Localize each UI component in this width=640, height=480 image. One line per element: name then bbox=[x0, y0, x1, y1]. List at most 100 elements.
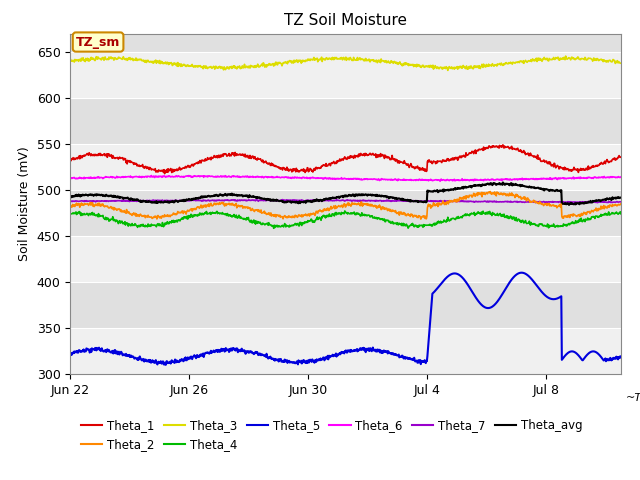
Bar bbox=[70, 190, 621, 236]
Theta_7 bbox=[290, 197, 298, 203]
Theta_5 bbox=[67, 350, 74, 356]
Theta_6 bbox=[617, 174, 625, 180]
Theta_5 bbox=[123, 353, 131, 359]
Line: Theta_5: Theta_5 bbox=[70, 273, 621, 365]
Theta_2 bbox=[67, 204, 74, 209]
Theta_7 bbox=[506, 199, 514, 205]
Theta_2 bbox=[289, 213, 297, 219]
Theta_2 bbox=[417, 216, 425, 222]
Line: Theta_3: Theta_3 bbox=[70, 56, 621, 71]
Theta_7 bbox=[123, 198, 131, 204]
Theta_3 bbox=[445, 64, 452, 70]
Title: TZ Soil Moisture: TZ Soil Moisture bbox=[284, 13, 407, 28]
Theta_1 bbox=[507, 144, 515, 150]
Theta_1 bbox=[161, 171, 168, 177]
Legend: Theta_1, Theta_2, Theta_3, Theta_4, Theta_5, Theta_6, Theta_7, Theta_avg: Theta_1, Theta_2, Theta_3, Theta_4, Thet… bbox=[76, 414, 587, 456]
Theta_1 bbox=[617, 154, 625, 160]
Line: Theta_7: Theta_7 bbox=[70, 200, 621, 203]
Theta_4 bbox=[445, 218, 453, 224]
Theta_6 bbox=[497, 177, 504, 183]
Theta_4 bbox=[617, 211, 625, 216]
Theta_5 bbox=[518, 270, 525, 276]
Line: Theta_4: Theta_4 bbox=[70, 211, 621, 228]
Theta_4 bbox=[497, 212, 504, 217]
Theta_6 bbox=[310, 175, 317, 181]
Line: Theta_6: Theta_6 bbox=[70, 176, 621, 181]
Theta_1 bbox=[67, 156, 74, 162]
Theta_avg bbox=[506, 181, 514, 187]
Theta_7 bbox=[445, 198, 452, 204]
Theta_2 bbox=[617, 201, 625, 207]
Y-axis label: Soil Moisture (mV): Soil Moisture (mV) bbox=[18, 146, 31, 262]
Theta_avg bbox=[289, 199, 297, 204]
Text: TZ_sm: TZ_sm bbox=[76, 36, 120, 48]
Line: Theta_avg: Theta_avg bbox=[70, 182, 621, 205]
Theta_4 bbox=[507, 213, 515, 219]
Theta_4 bbox=[67, 211, 74, 216]
Theta_6 bbox=[445, 178, 453, 183]
Theta_3 bbox=[67, 57, 74, 62]
Theta_5 bbox=[290, 360, 298, 365]
Bar bbox=[70, 98, 621, 144]
Theta_avg bbox=[499, 180, 507, 185]
Theta_3 bbox=[444, 68, 452, 73]
Theta_avg bbox=[123, 195, 131, 201]
Bar bbox=[70, 328, 621, 374]
Theta_1 bbox=[445, 158, 452, 164]
Theta_3 bbox=[617, 60, 625, 66]
Theta_4 bbox=[341, 208, 349, 214]
Theta_2 bbox=[123, 207, 131, 213]
Theta_1 bbox=[310, 168, 317, 174]
Theta_2 bbox=[486, 189, 494, 194]
Theta_3 bbox=[506, 60, 514, 66]
Theta_7 bbox=[496, 199, 504, 204]
Theta_4 bbox=[123, 220, 131, 226]
Theta_5 bbox=[445, 273, 452, 278]
Theta_5 bbox=[617, 354, 625, 360]
Theta_3 bbox=[496, 61, 504, 67]
Theta_6 bbox=[67, 175, 74, 181]
Theta_7 bbox=[617, 199, 625, 204]
Line: Theta_2: Theta_2 bbox=[70, 192, 621, 219]
Theta_3 bbox=[309, 57, 317, 63]
Theta_5 bbox=[162, 362, 170, 368]
Theta_avg bbox=[617, 195, 625, 201]
Theta_avg bbox=[445, 188, 452, 193]
Theta_3 bbox=[123, 56, 131, 61]
Theta_2 bbox=[445, 199, 452, 204]
Theta_6 bbox=[148, 173, 156, 179]
Theta_2 bbox=[497, 190, 504, 196]
Bar bbox=[70, 52, 621, 98]
Theta_7 bbox=[310, 198, 317, 204]
Theta_avg bbox=[565, 202, 573, 208]
Line: Theta_1: Theta_1 bbox=[70, 145, 621, 174]
Theta_4 bbox=[270, 226, 278, 231]
Theta_3 bbox=[562, 53, 570, 59]
Theta_1 bbox=[496, 143, 504, 149]
Theta_6 bbox=[290, 175, 298, 180]
Bar bbox=[70, 282, 621, 328]
Theta_7 bbox=[593, 200, 601, 205]
Theta_avg bbox=[496, 180, 504, 186]
Bar bbox=[70, 144, 621, 190]
Theta_1 bbox=[290, 166, 298, 172]
Theta_7 bbox=[278, 197, 286, 203]
Bar bbox=[70, 236, 621, 282]
Theta_2 bbox=[507, 192, 515, 198]
Theta_6 bbox=[436, 179, 444, 184]
Theta_1 bbox=[499, 142, 507, 148]
Theta_3 bbox=[289, 59, 297, 64]
Theta_5 bbox=[496, 295, 504, 300]
Theta_5 bbox=[506, 279, 514, 285]
Text: ~Time: ~Time bbox=[627, 393, 640, 403]
Theta_2 bbox=[309, 211, 317, 217]
Theta_4 bbox=[290, 223, 298, 228]
Theta_avg bbox=[67, 193, 74, 199]
Theta_4 bbox=[310, 218, 317, 224]
Theta_1 bbox=[123, 158, 131, 164]
Theta_5 bbox=[310, 358, 317, 364]
Theta_avg bbox=[309, 198, 317, 204]
Theta_6 bbox=[123, 174, 131, 180]
Theta_6 bbox=[507, 176, 515, 182]
Theta_7 bbox=[67, 198, 74, 204]
